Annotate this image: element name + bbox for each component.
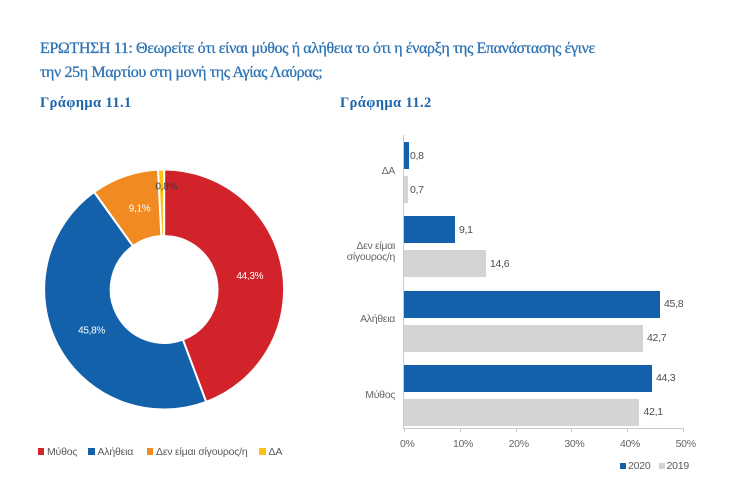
svg-text:0,8%: 0,8% bbox=[155, 182, 177, 193]
svg-text:9,1%: 9,1% bbox=[129, 204, 151, 215]
svg-text:44,3%: 44,3% bbox=[236, 271, 263, 282]
svg-text:45,8%: 45,8% bbox=[78, 326, 105, 337]
